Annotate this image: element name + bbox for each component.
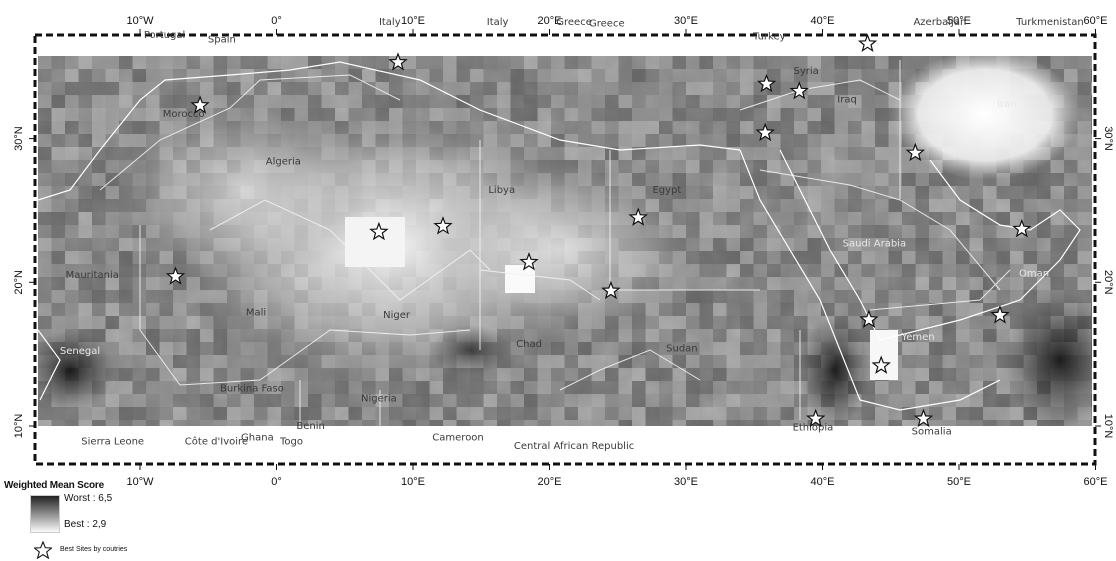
lon-tick-top: 50°E xyxy=(947,15,971,27)
country-label: Sudan xyxy=(666,343,698,354)
country-label: Central African Republic xyxy=(514,441,634,452)
lon-tick-bottom: 20°E xyxy=(538,476,562,488)
best-site-star-icon xyxy=(190,95,210,114)
best-site-star-icon xyxy=(628,207,648,226)
lon-tick-bottom: 10°W xyxy=(126,476,154,488)
country-label: Portugal xyxy=(144,30,185,41)
country-label: Nigeria xyxy=(361,394,397,405)
country-label: Greece xyxy=(556,17,592,28)
country-label: Turkey xyxy=(752,31,786,42)
country-label: Senegal xyxy=(60,346,100,357)
country-label: Italy xyxy=(487,17,509,28)
best-site-star-icon xyxy=(388,52,408,71)
best-site-star-icon xyxy=(601,280,621,300)
lon-tick-top: 10°W xyxy=(126,15,154,27)
lat-tick-right: 20°N xyxy=(1102,270,1114,295)
country-label: Togo xyxy=(279,437,303,448)
lat-tick-right: 10°N xyxy=(1102,414,1114,439)
score-raster xyxy=(38,38,1092,426)
country-label: Algeria xyxy=(266,156,301,167)
country-label: Egypt xyxy=(652,185,681,196)
country-borders xyxy=(99,60,1011,426)
country-label: Ghana xyxy=(241,432,274,443)
country-label: Turkmenistan xyxy=(1015,17,1083,28)
best-site-star-icon xyxy=(805,408,826,428)
lon-tick-bottom: 50°E xyxy=(947,476,971,488)
lat-tick-left: 10°N xyxy=(13,414,25,439)
lon-tick-bottom: 0° xyxy=(271,476,282,488)
country-label: Ethiopia xyxy=(793,422,834,433)
country-label: Azerbaijan xyxy=(913,17,966,28)
best-site-star-icon xyxy=(755,122,775,142)
country-label: Sierra Leone xyxy=(81,437,144,448)
lat-tick-right: 30°N xyxy=(1102,126,1114,151)
country-label: Somalia xyxy=(912,427,952,438)
lon-tick-top: 0° xyxy=(271,15,282,27)
lon-tick-top: 60°E xyxy=(1084,15,1108,27)
lon-tick-bottom: 30°E xyxy=(674,476,698,488)
country-label: Yemen xyxy=(900,332,934,343)
legend: Weighted Mean Score Worst : 6,5 Best : 2… xyxy=(0,474,260,561)
country-label: Greece xyxy=(589,19,625,30)
country-label: Chad xyxy=(516,339,542,350)
country-label: Côte d'Ivoire xyxy=(185,436,248,448)
best-site-star-icon xyxy=(1012,218,1032,238)
best-site-star-icon xyxy=(857,33,878,52)
lon-tick-bottom: 40°E xyxy=(811,476,835,488)
best-site-star-icon xyxy=(905,142,926,162)
legend-star-icon xyxy=(34,541,52,559)
country-label: Burkina Faso xyxy=(220,384,284,395)
country-label: Italy xyxy=(379,17,401,28)
best-site-star-icon xyxy=(756,73,777,93)
lon-tick-bottom: 60°E xyxy=(1084,476,1108,488)
country-label: Spain xyxy=(208,34,236,45)
best-site-star-icon xyxy=(871,355,891,374)
best-site-star-icon xyxy=(165,266,186,285)
lon-tick-top: 40°E xyxy=(811,15,835,27)
legend-worst-label: Worst : 6,5 xyxy=(64,493,113,504)
best-site-star-icon xyxy=(990,305,1010,324)
lat-tick-left: 20°N xyxy=(13,270,25,295)
lon-tick-top: 20°E xyxy=(538,15,562,27)
legend-best-sites-label: Best Sites by coutries xyxy=(60,546,128,553)
legend-color-ramp xyxy=(30,495,60,533)
lat-tick-left: 30°N xyxy=(13,126,25,151)
country-label: Mali xyxy=(246,307,266,318)
country-label: Morocco xyxy=(163,109,205,120)
lon-tick-top: 30°E xyxy=(674,15,698,27)
country-label: Benin xyxy=(296,421,324,432)
country-label: Cameroon xyxy=(432,432,483,443)
country-label: Oman xyxy=(1019,269,1049,280)
legend-title: Weighted Mean Score xyxy=(4,480,104,491)
country-label: Saudi Arabia xyxy=(843,238,906,249)
legend-best-label: Best : 2,9 xyxy=(64,519,107,530)
country-label: Iraq xyxy=(837,95,857,106)
best-site-star-icon xyxy=(369,221,389,241)
country-label: Niger xyxy=(383,310,411,321)
best-site-star-icon xyxy=(789,80,810,100)
best-site-star-icon xyxy=(859,309,879,328)
best-site-star-icon xyxy=(433,216,453,235)
lon-tick-bottom: 10°E xyxy=(401,476,425,488)
country-label: Libya xyxy=(488,185,515,196)
country-label: Mauritania xyxy=(66,270,119,281)
best-site-star-icon xyxy=(519,251,539,271)
country-label: Syria xyxy=(793,66,818,77)
lon-tick-top: 10°E xyxy=(401,15,425,27)
best-site-star-icon xyxy=(913,408,934,428)
coastlines xyxy=(37,61,1081,411)
country-label: Iran xyxy=(997,99,1017,110)
